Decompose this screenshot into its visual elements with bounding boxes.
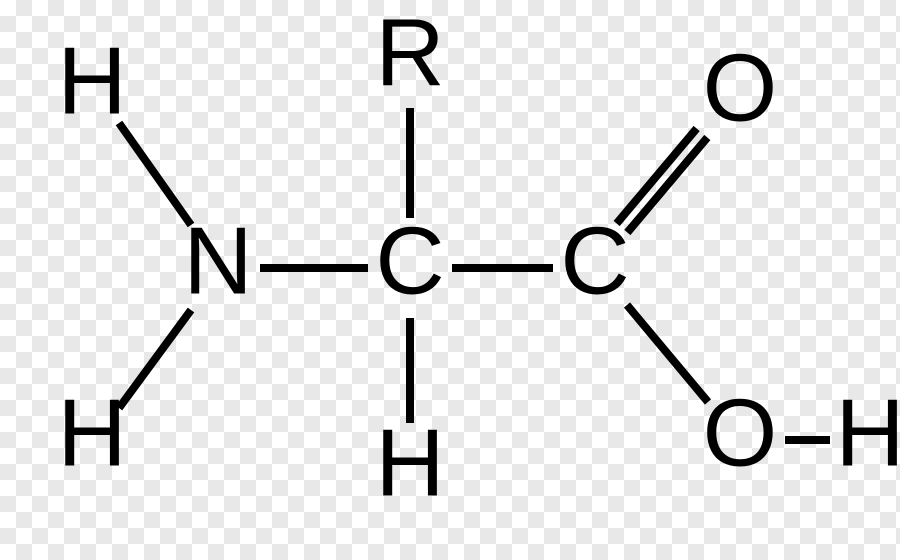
atom-label-h: H (375, 409, 444, 516)
bond (119, 310, 191, 408)
atom-label-o: O (703, 34, 778, 141)
atom-label-h: H (57, 379, 126, 486)
bond (119, 123, 191, 225)
atom-label-h: H (57, 27, 126, 134)
atom-label-r: R (375, 0, 444, 106)
atom-label-c: C (375, 207, 444, 314)
atom-label-h: H (835, 379, 900, 486)
atom-label-o: O (703, 379, 778, 486)
atom-label-c: C (560, 207, 629, 314)
atom-label-n: N (183, 207, 252, 314)
atom-layer: HHNCRHCOOH (57, 0, 900, 516)
double-bond-line (627, 138, 707, 233)
molecule-diagram: HHNCRHCOOH (0, 0, 900, 560)
bond (627, 305, 708, 402)
